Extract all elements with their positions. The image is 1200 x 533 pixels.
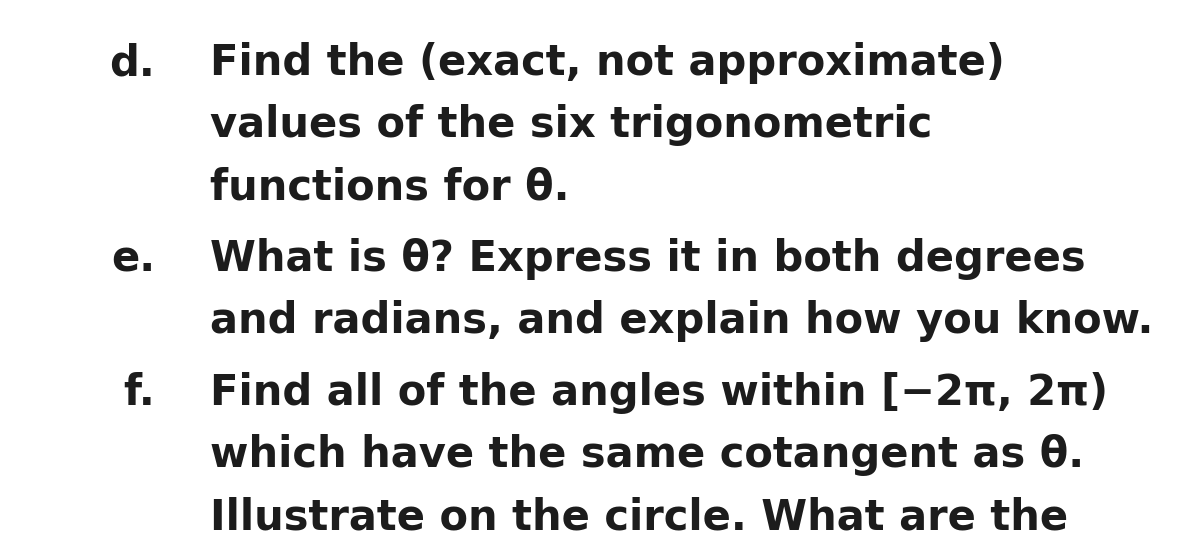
Text: functions for θ.: functions for θ. (210, 166, 570, 208)
Text: Illustrate on the circle. What are the: Illustrate on the circle. What are the (210, 496, 1068, 533)
Text: d.: d. (109, 42, 155, 84)
Text: Find all of the angles within [−2π, 2π): Find all of the angles within [−2π, 2π) (210, 372, 1108, 414)
Text: What is θ? Express it in both degrees: What is θ? Express it in both degrees (210, 238, 1086, 280)
Text: e.: e. (110, 238, 155, 280)
Text: values of the six trigonometric: values of the six trigonometric (210, 104, 932, 146)
Text: and radians, and explain how you know.: and radians, and explain how you know. (210, 300, 1153, 342)
Text: Find the (exact, not approximate): Find the (exact, not approximate) (210, 42, 1004, 84)
Text: f.: f. (124, 372, 155, 414)
Text: which have the same cotangent as θ.: which have the same cotangent as θ. (210, 434, 1084, 476)
